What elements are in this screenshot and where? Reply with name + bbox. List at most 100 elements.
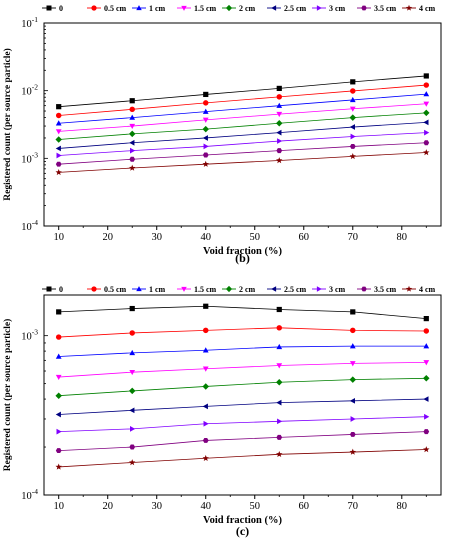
legend-item: 1.5 cm bbox=[177, 4, 217, 13]
legend-label: 4 cm bbox=[419, 4, 436, 13]
x-tick-label: 60 bbox=[299, 232, 310, 243]
legend-label: 3 cm bbox=[329, 4, 346, 13]
series-line bbox=[58, 377, 427, 397]
data-point bbox=[350, 416, 356, 422]
y-tick-base: 10 bbox=[21, 19, 32, 30]
data-point bbox=[349, 106, 356, 112]
data-point bbox=[202, 160, 209, 167]
data-point bbox=[203, 91, 209, 98]
data-point bbox=[129, 98, 135, 104]
x-tick-label: 60 bbox=[299, 501, 310, 512]
data-point bbox=[276, 94, 282, 100]
data-point bbox=[349, 114, 357, 121]
data-point bbox=[129, 164, 136, 171]
legend-item: 3 cm bbox=[312, 4, 346, 13]
series-0 bbox=[56, 303, 429, 322]
data-point bbox=[423, 328, 430, 334]
data-point bbox=[55, 463, 62, 470]
series-1-cm bbox=[55, 343, 430, 359]
data-point bbox=[276, 148, 283, 154]
data-point bbox=[55, 136, 62, 143]
series-line bbox=[58, 103, 427, 132]
plot-frame bbox=[43, 22, 442, 227]
data-point bbox=[276, 450, 283, 458]
legend-label: 3.5 cm bbox=[374, 285, 397, 294]
data-point bbox=[203, 327, 209, 334]
data-point bbox=[202, 347, 209, 353]
data-point bbox=[277, 138, 283, 144]
data-point bbox=[276, 85, 282, 92]
legend-item: 2 cm bbox=[222, 285, 256, 294]
data-point bbox=[129, 349, 136, 356]
x-tick-label: 40 bbox=[200, 501, 211, 512]
y-tick-base: 10 bbox=[21, 154, 32, 165]
legend-marker bbox=[225, 4, 233, 12]
data-point bbox=[276, 111, 283, 118]
series-line bbox=[58, 152, 427, 173]
legend-item: 1.5 cm bbox=[177, 285, 217, 294]
series-3-cm bbox=[56, 129, 430, 159]
x-tick-label: 20 bbox=[102, 501, 113, 512]
series-line bbox=[58, 305, 427, 319]
data-point bbox=[55, 120, 62, 126]
series-2-cm bbox=[55, 375, 430, 399]
legend-item: 2.5 cm bbox=[267, 285, 307, 294]
legend-item: 0 bbox=[42, 4, 63, 13]
legend-label: 1 cm bbox=[149, 285, 166, 294]
data-point bbox=[55, 411, 61, 418]
data-point bbox=[56, 152, 62, 159]
y-tick-exponent: -4 bbox=[32, 487, 38, 496]
legend-label: 0 bbox=[59, 285, 63, 294]
series-line bbox=[58, 449, 427, 468]
legend-label: 1 cm bbox=[149, 4, 166, 13]
data-point bbox=[129, 123, 136, 130]
series-line bbox=[58, 84, 427, 116]
data-point bbox=[129, 139, 135, 146]
data-point bbox=[349, 152, 356, 160]
series-2_5-cm bbox=[55, 396, 429, 418]
data-point bbox=[203, 100, 209, 106]
data-point bbox=[423, 82, 430, 88]
y-tick-base: 10 bbox=[21, 491, 32, 502]
y-tick-label: 10-4 bbox=[21, 218, 38, 233]
y-tick-base: 10 bbox=[21, 332, 32, 343]
legend-marker bbox=[136, 286, 142, 292]
data-point bbox=[202, 366, 209, 372]
series-1_5-cm bbox=[55, 360, 430, 381]
legend-marker bbox=[46, 5, 52, 11]
x-tick-label: 10 bbox=[53, 501, 64, 512]
data-point bbox=[276, 325, 282, 331]
legend-item: 3.5 cm bbox=[357, 285, 397, 294]
legend-label: 0.5 cm bbox=[104, 285, 127, 294]
data-point bbox=[130, 426, 136, 432]
data-point bbox=[276, 306, 282, 313]
series-1-cm bbox=[55, 91, 430, 126]
legend-item: 1 cm bbox=[132, 4, 166, 13]
data-point bbox=[423, 396, 429, 402]
series-line bbox=[58, 431, 427, 451]
series-2_5-cm bbox=[55, 119, 429, 152]
data-point bbox=[55, 353, 62, 359]
data-point bbox=[349, 343, 356, 349]
legend-label: 1.5 cm bbox=[194, 285, 217, 294]
legend-item: 1 cm bbox=[132, 285, 166, 294]
x-tick-label: 50 bbox=[250, 501, 261, 512]
data-point bbox=[202, 125, 209, 133]
data-point bbox=[350, 88, 356, 94]
legend-item: 2 cm bbox=[222, 4, 256, 13]
data-point bbox=[55, 169, 62, 176]
legend-label: 3 cm bbox=[329, 285, 346, 294]
data-point bbox=[423, 446, 430, 453]
data-point bbox=[55, 161, 62, 167]
data-point bbox=[129, 114, 136, 120]
legend-item: 3 cm bbox=[312, 285, 346, 294]
legend-marker bbox=[181, 5, 187, 11]
legend-item: 4 cm bbox=[402, 285, 436, 294]
legend: 0 0.5 cm 1 cm 1.5 cm 2 cm 2.5 cm 3 cm 3.5 cm 4 c… bbox=[42, 4, 436, 13]
data-point bbox=[128, 387, 136, 395]
data-point bbox=[56, 428, 62, 435]
legend-label: 0.5 cm bbox=[104, 4, 127, 13]
data-point bbox=[423, 119, 429, 126]
